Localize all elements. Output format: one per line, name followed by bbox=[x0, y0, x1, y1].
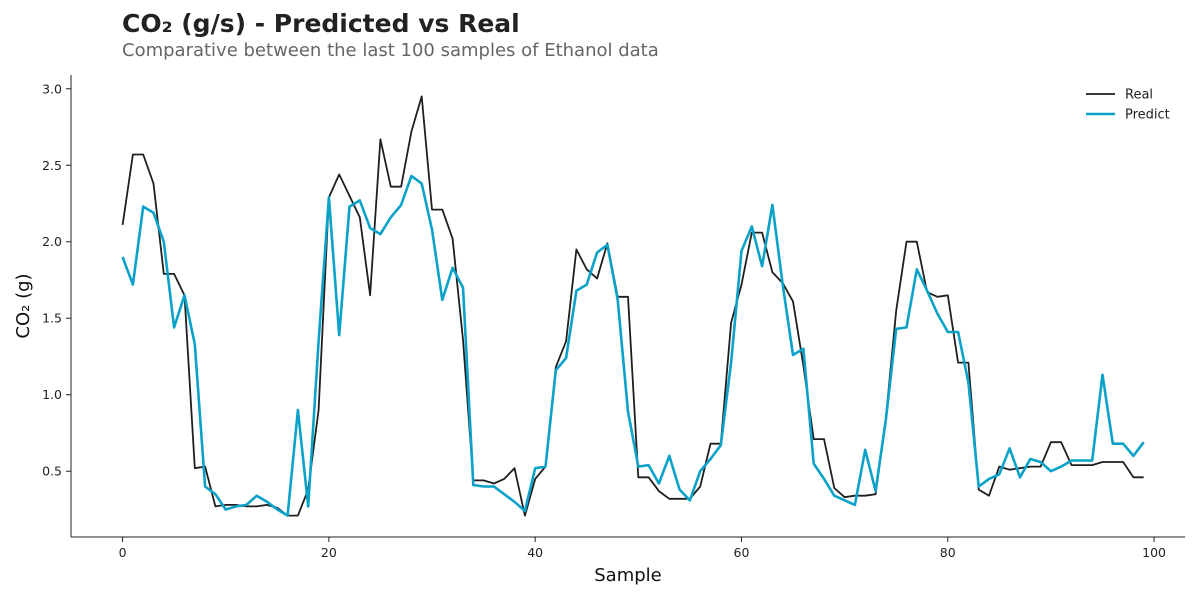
x-ticks: 0 20 40 60 80 100 bbox=[119, 537, 1166, 560]
legend-label-real: Real bbox=[1125, 88, 1153, 103]
legend: Real Predict bbox=[1086, 88, 1170, 123]
y-tick-label: 0.5 bbox=[42, 464, 62, 479]
series-line-real bbox=[121, 95, 1144, 517]
y-tick-label: 2.5 bbox=[42, 158, 62, 173]
x-axis-label: Sample bbox=[594, 565, 662, 586]
x-tick-label: 60 bbox=[734, 545, 750, 560]
y-ticks: 0.5 1.0 1.5 2.0 2.5 3.0 bbox=[42, 81, 71, 479]
x-tick-label: 20 bbox=[321, 545, 337, 560]
x-tick-label: 100 bbox=[1142, 545, 1166, 560]
y-tick-label: 1.0 bbox=[42, 387, 62, 402]
y-tick-label: 1.5 bbox=[42, 311, 62, 326]
x-tick-label: 0 bbox=[119, 545, 127, 560]
chart-title: CO₂ (g/s) - Predicted vs Real bbox=[122, 9, 520, 38]
y-tick-label: 3.0 bbox=[42, 81, 62, 96]
y-tick-label: 2.0 bbox=[42, 234, 62, 249]
legend-label-predict: Predict bbox=[1125, 108, 1170, 123]
y-axis-label: CO₂ (g) bbox=[13, 273, 34, 338]
x-tick-label: 80 bbox=[940, 545, 956, 560]
axes bbox=[70, 75, 1185, 538]
series-lines bbox=[121, 95, 1145, 517]
x-tick-label: 40 bbox=[527, 545, 543, 560]
chart-subtitle: Comparative between the last 100 samples… bbox=[122, 40, 659, 61]
series-line-predict bbox=[121, 174, 1145, 517]
